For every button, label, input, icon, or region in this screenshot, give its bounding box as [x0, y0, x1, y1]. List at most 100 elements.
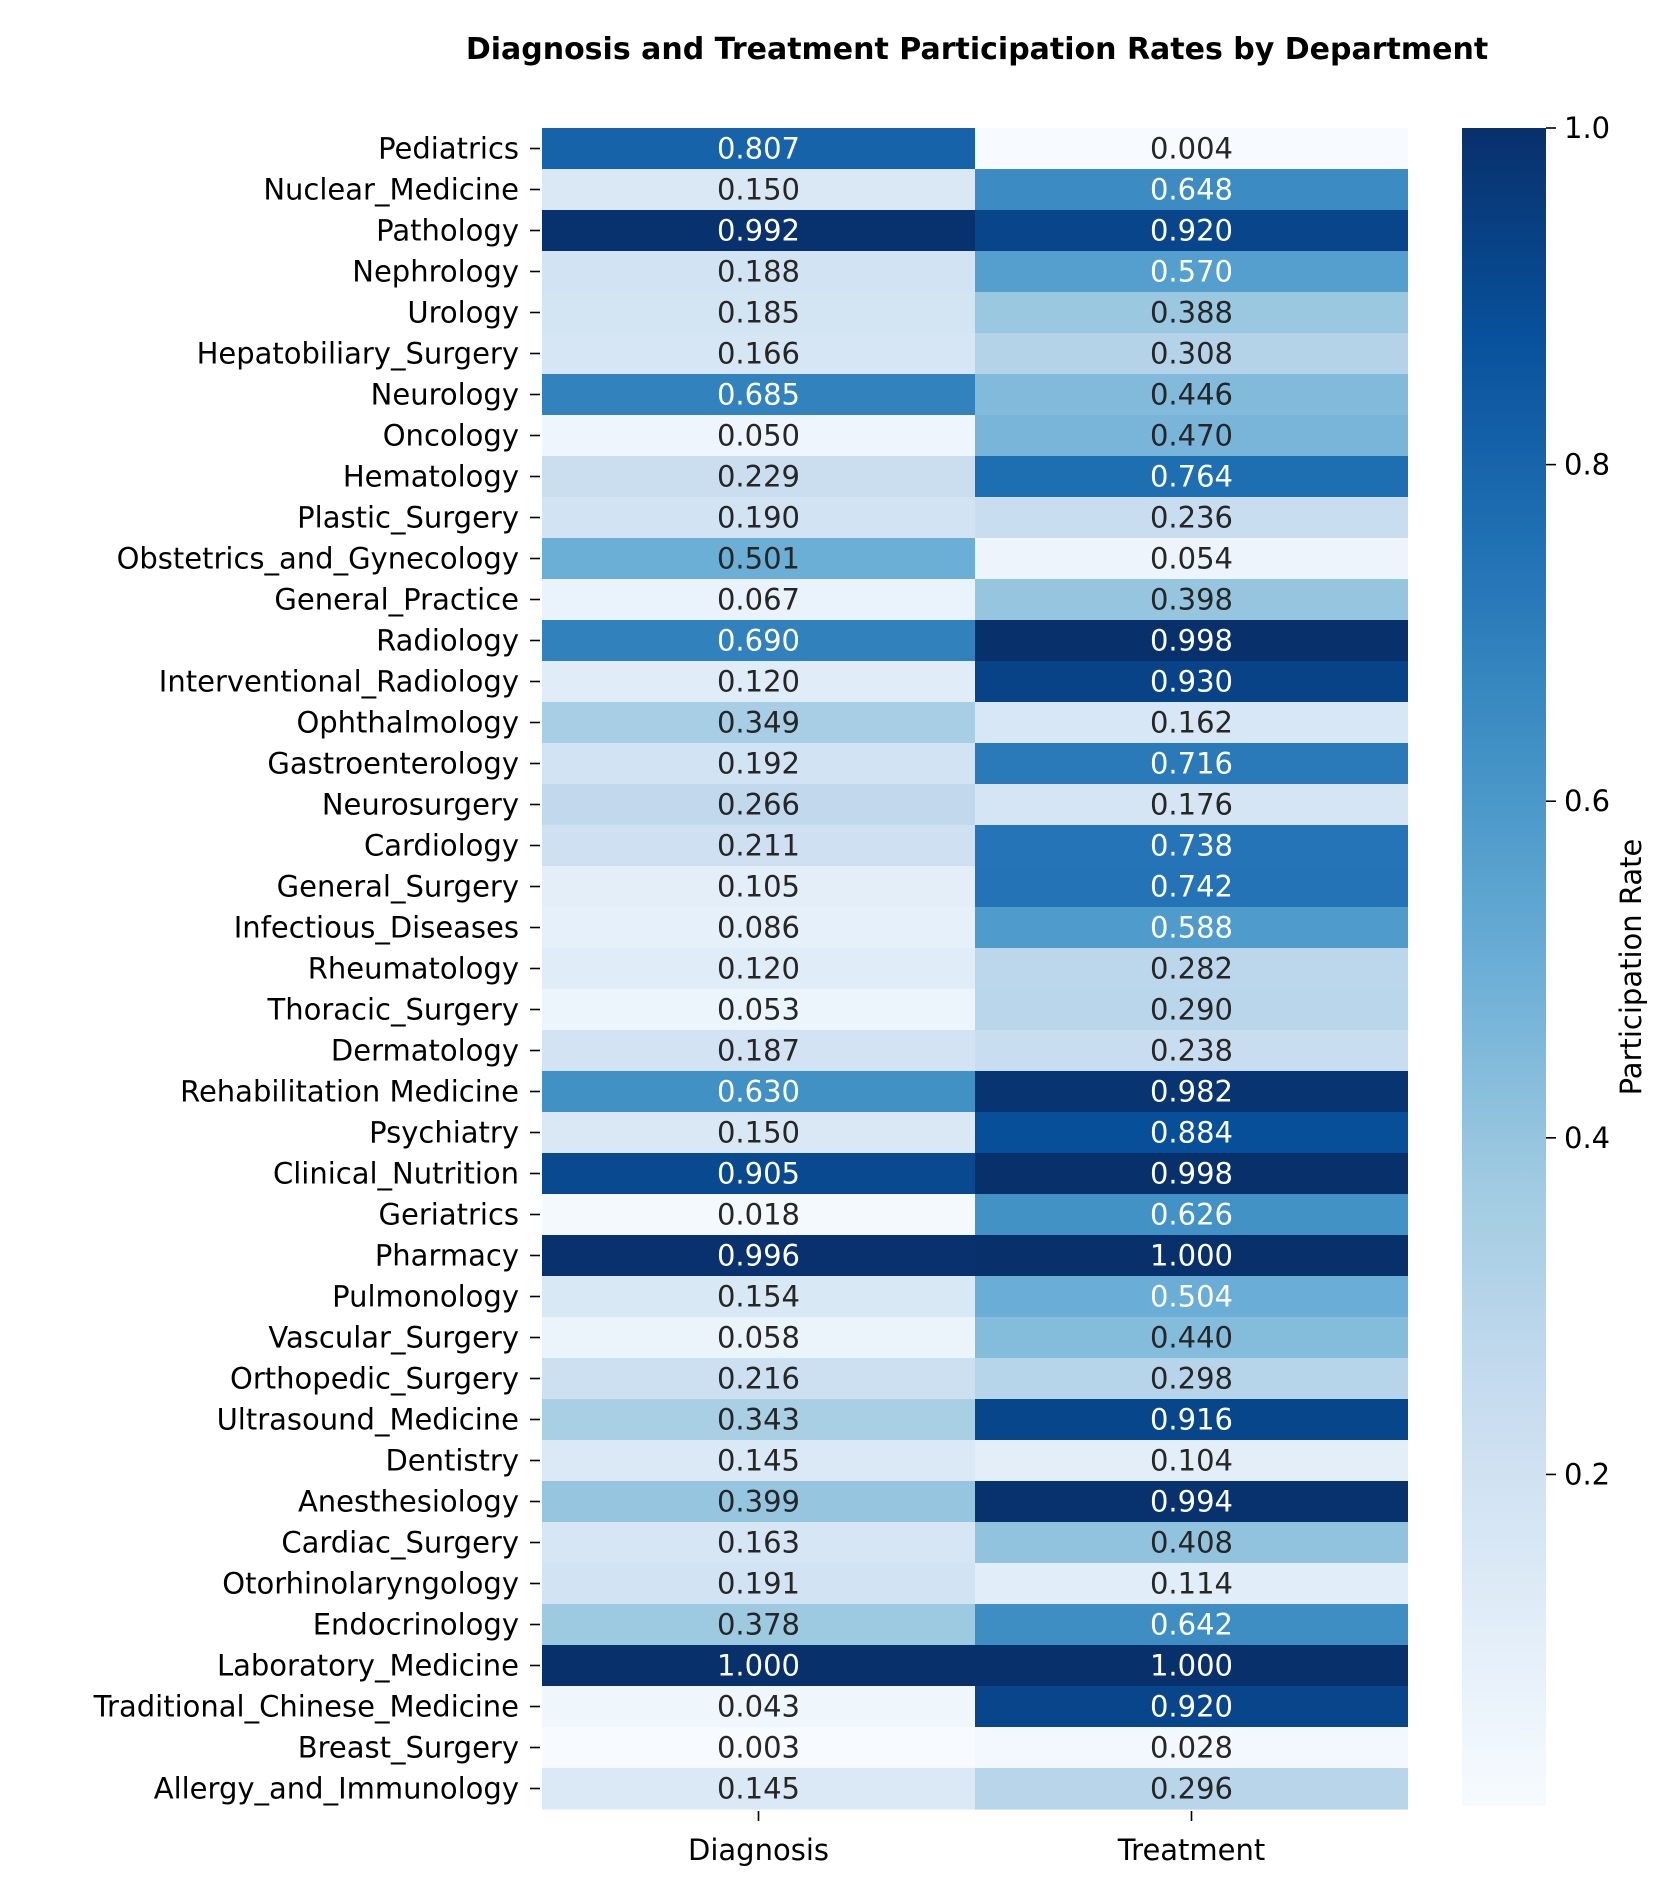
- cell-clinical-nutrition-diagnosis: [542, 1153, 975, 1195]
- cell-value-pulmonology-diagnosis: 0.154: [717, 1280, 800, 1314]
- cell-value-infectious-diseases-diagnosis: 0.086: [717, 911, 800, 945]
- cell-laboratory-medicine-diagnosis: [542, 1645, 975, 1687]
- cell-urology-treatment: [975, 292, 1408, 334]
- column-label-diagnosis: Diagnosis: [688, 1833, 829, 1867]
- cell-value-endocrinology-treatment: 0.642: [1150, 1608, 1233, 1642]
- cell-value-allergy-and-immunology-treatment: 0.296: [1150, 1772, 1233, 1806]
- cell-value-pathology-treatment: 0.920: [1150, 214, 1233, 248]
- row-label-ophthalmology: Ophthalmology: [296, 706, 519, 740]
- cell-obstetrics-and-gynecology-diagnosis: [542, 538, 975, 580]
- cell-value-urology-treatment: 0.388: [1150, 296, 1233, 330]
- cell-value-rheumatology-diagnosis: 0.120: [717, 952, 800, 986]
- cell-value-thoracic-surgery-diagnosis: 0.053: [717, 993, 800, 1027]
- cell-thoracic-surgery-treatment: [975, 989, 1408, 1031]
- colorbar-ticks: 0.2 0.4 0.6 0.8 1.0: [1546, 111, 1610, 1491]
- row-label-rehabilitation-medicine: Rehabilitation Medicine: [180, 1075, 519, 1109]
- cell-value-rehabilitation-medicine-treatment: 0.982: [1150, 1075, 1233, 1109]
- colorbar-tick-label: 0.8: [1564, 448, 1610, 482]
- cell-value-ophthalmology-diagnosis: 0.349: [717, 706, 800, 740]
- row-label-plastic-surgery: Plastic_Surgery: [297, 501, 519, 535]
- cell-interventional-radiology-diagnosis: [542, 661, 975, 703]
- row-label-ultrasound-medicine: Ultrasound_Medicine: [217, 1403, 519, 1437]
- cell-value-neurosurgery-treatment: 0.176: [1150, 788, 1233, 822]
- cell-pharmacy-diagnosis: [542, 1235, 975, 1277]
- cell-endocrinology-treatment: [975, 1604, 1408, 1646]
- cell-value-neurosurgery-diagnosis: 0.266: [717, 788, 800, 822]
- cell-obstetrics-and-gynecology-treatment: [975, 538, 1408, 580]
- cell-value-neurology-diagnosis: 0.685: [717, 378, 800, 412]
- row-labels: Pediatrics Nuclear_Medicine Pathology Nephr…: [93, 132, 540, 1806]
- row-label-nephrology: Nephrology: [352, 255, 519, 289]
- cell-value-dermatology-diagnosis: 0.187: [717, 1034, 800, 1068]
- cell-value-ultrasound-medicine-treatment: 0.916: [1150, 1403, 1233, 1437]
- row-label-neurology: Neurology: [371, 378, 519, 412]
- cell-laboratory-medicine-treatment: [975, 1645, 1408, 1687]
- cell-dermatology-treatment: [975, 1030, 1408, 1072]
- cell-neurology-treatment: [975, 374, 1408, 416]
- cell-value-traditional-chinese-medicine-diagnosis: 0.043: [717, 1690, 800, 1724]
- cell-value-cardiac-surgery-diagnosis: 0.163: [717, 1526, 800, 1560]
- cell-value-clinical-nutrition-diagnosis: 0.905: [717, 1157, 800, 1191]
- cell-dermatology-diagnosis: [542, 1030, 975, 1072]
- cell-anesthesiology-diagnosis: [542, 1481, 975, 1523]
- cell-value-psychiatry-diagnosis: 0.150: [717, 1116, 800, 1150]
- cell-orthopedic-surgery-diagnosis: [542, 1358, 975, 1400]
- cell-pediatrics-diagnosis: [542, 128, 975, 170]
- cell-value-gastroenterology-treatment: 0.716: [1150, 747, 1233, 781]
- row-label-gastroenterology: Gastroenterology: [267, 747, 519, 781]
- cell-value-clinical-nutrition-treatment: 0.998: [1150, 1157, 1233, 1191]
- row-label-urology: Urology: [407, 296, 519, 330]
- cell-clinical-nutrition-treatment: [975, 1153, 1408, 1195]
- cell-hematology-diagnosis: [542, 456, 975, 498]
- cell-dentistry-diagnosis: [542, 1440, 975, 1482]
- row-label-radiology: Radiology: [376, 624, 519, 658]
- row-label-general-surgery: General_Surgery: [277, 870, 519, 904]
- cell-general-practice-treatment: [975, 579, 1408, 621]
- cell-ophthalmology-treatment: [975, 702, 1408, 744]
- cell-gastroenterology-treatment: [975, 743, 1408, 785]
- cell-value-interventional-radiology-treatment: 0.930: [1150, 665, 1233, 699]
- cell-general-practice-diagnosis: [542, 579, 975, 621]
- cell-value-nephrology-treatment: 0.570: [1150, 255, 1233, 289]
- row-label-breast-surgery: Breast_Surgery: [298, 1731, 519, 1765]
- row-label-neurosurgery: Neurosurgery: [322, 788, 519, 822]
- cell-ultrasound-medicine-treatment: [975, 1399, 1408, 1441]
- row-label-traditional-chinese-medicine: Traditional_Chinese_Medicine: [93, 1690, 519, 1724]
- cell-dentistry-treatment: [975, 1440, 1408, 1482]
- row-label-dentistry: Dentistry: [385, 1444, 519, 1478]
- cell-geriatrics-diagnosis: [542, 1194, 975, 1236]
- cell-value-pharmacy-treatment: 1.000: [1150, 1239, 1233, 1273]
- cell-value-hematology-diagnosis: 0.229: [717, 460, 800, 494]
- cell-allergy-and-immunology-diagnosis: [542, 1768, 975, 1810]
- cell-value-plastic-surgery-treatment: 0.236: [1150, 501, 1233, 535]
- cell-oncology-diagnosis: [542, 415, 975, 457]
- cell-neurosurgery-diagnosis: [542, 784, 975, 826]
- row-label-endocrinology: Endocrinology: [313, 1608, 519, 1642]
- heatmap-cells: 0.807 0.004 0.150 0.648 0.992 0.920 0.188 0.570…: [542, 128, 1408, 1810]
- cell-breast-surgery-treatment: [975, 1727, 1408, 1769]
- cell-value-vascular-surgery-diagnosis: 0.058: [717, 1321, 800, 1355]
- cell-value-cardiology-treatment: 0.738: [1150, 829, 1233, 863]
- cell-traditional-chinese-medicine-treatment: [975, 1686, 1408, 1728]
- cell-orthopedic-surgery-treatment: [975, 1358, 1408, 1400]
- cell-value-rehabilitation-medicine-diagnosis: 0.630: [717, 1075, 800, 1109]
- cell-nuclear-medicine-diagnosis: [542, 169, 975, 211]
- cell-value-pathology-diagnosis: 0.992: [717, 214, 800, 248]
- cell-value-dermatology-treatment: 0.238: [1150, 1034, 1233, 1068]
- cell-value-pulmonology-treatment: 0.504: [1150, 1280, 1233, 1314]
- colorbar-gradient: [1462, 128, 1546, 1806]
- cell-nuclear-medicine-treatment: [975, 169, 1408, 211]
- cell-value-ultrasound-medicine-diagnosis: 0.343: [717, 1403, 800, 1437]
- cell-value-orthopedic-surgery-diagnosis: 0.216: [717, 1362, 800, 1396]
- cell-allergy-and-immunology-treatment: [975, 1768, 1408, 1810]
- row-label-oncology: Oncology: [383, 419, 519, 453]
- cell-value-endocrinology-diagnosis: 0.378: [717, 1608, 800, 1642]
- cell-value-psychiatry-treatment: 0.884: [1150, 1116, 1233, 1150]
- row-label-dermatology: Dermatology: [331, 1034, 519, 1068]
- cell-value-general-practice-treatment: 0.398: [1150, 583, 1233, 617]
- cell-value-ophthalmology-treatment: 0.162: [1150, 706, 1233, 740]
- column-label-treatment: Treatment: [1117, 1833, 1266, 1867]
- cell-value-breast-surgery-diagnosis: 0.003: [717, 1731, 800, 1765]
- cell-neurology-diagnosis: [542, 374, 975, 416]
